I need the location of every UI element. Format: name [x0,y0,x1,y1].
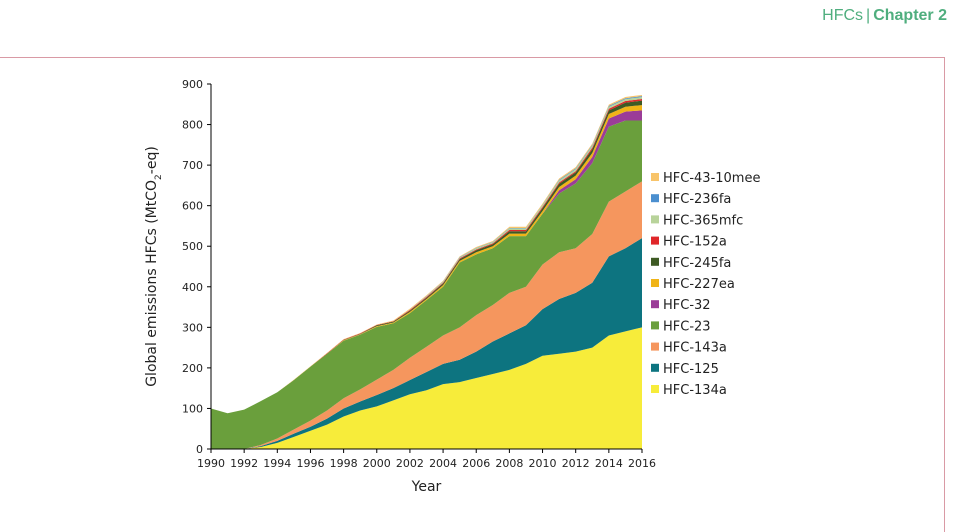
legend-swatch-hfc-32 [651,300,659,309]
chapter-title: Chapter 2 [873,7,947,24]
legend-swatch-hfc-134a [651,385,659,393]
x-tick-label: 2004 [429,457,457,470]
legend-swatch-hfc-236fa [651,194,659,203]
legend-swatch-hfc-152a [651,236,659,245]
x-tick-label: 2008 [495,457,523,470]
chart-legend: HFC-43-10mee HFC-236fa HFC-365mfc HFC-152a H… [651,171,760,398]
legend-swatch-hfc-227ea [651,279,659,287]
x-tick-label: 2012 [562,457,590,470]
area-hfc-23 [211,120,642,449]
legend-label-hfc-143a: HFC-143a [663,341,727,356]
x-tick-label: 1996 [296,457,324,470]
area-hfc-125 [211,238,642,449]
chart-areas [211,94,642,449]
y-tick-label: 500 [182,240,203,253]
x-tick-label: 2002 [396,457,424,470]
section-title: HFCs [822,7,864,24]
legend-label-hfc-152a: HFC-152a [663,235,727,250]
legend-swatch-hfc-143a [651,342,659,351]
legend-label-hfc-23: HFC-23 [663,319,711,334]
figure-frame [0,57,945,532]
legend-label-hfc-134a: HFC-134a [663,383,727,398]
y-axis-title: Global emissions HFCs (MtCO2-eq) [144,146,164,387]
x-tick-label: 1990 [197,457,225,470]
legend-label-hfc-365mfc: HFC-365mfc [663,213,743,228]
y-tick-label: 100 [182,402,203,415]
x-tick-label: 1992 [230,457,258,470]
chart-axes: 0 100 200 300 400 500 600 700 800 900 1990 1992 1994… [182,78,656,470]
legend-label-hfc-245fa: HFC-245fa [663,256,731,271]
x-tick-label: 2000 [363,457,391,470]
x-tick-label: 1998 [330,457,358,470]
x-tick-label: 2014 [595,457,623,470]
x-axis-title: Year [411,479,442,495]
y-tick-label: 0 [196,443,203,456]
x-tick-label: 2006 [462,457,490,470]
legend-label-hfc-125: HFC-125 [663,362,719,377]
y-tick-label: 600 [182,200,203,213]
legend-swatch-hfc-43-10mee [651,173,659,181]
y-tick-label: 400 [182,281,203,294]
legend-label-hfc-227ea: HFC-227ea [663,277,735,292]
legend-swatch-hfc-125 [651,363,659,372]
y-tick-label: 300 [182,321,203,334]
legend-swatch-hfc-245fa [651,257,659,266]
area-hfc-134a [211,327,642,449]
y-tick-label: 200 [182,362,203,375]
y-tick-label: 700 [182,159,203,172]
legend-label-hfc-236fa: HFC-236fa [663,192,731,207]
legend-swatch-hfc-23 [651,321,659,330]
legend-swatch-hfc-365mfc [651,215,659,224]
page-header: HFCs | Chapter 2 [822,7,947,25]
y-tick-label: 900 [182,78,203,91]
legend-label-hfc-43-10mee: HFC-43-10mee [663,171,760,186]
legend-label-hfc-32: HFC-32 [663,298,711,313]
x-tick-label: 2016 [628,457,656,470]
x-tick-label: 1994 [263,457,291,470]
y-tick-label: 800 [182,119,203,132]
x-tick-label: 2010 [529,457,557,470]
header-separator: | [866,7,871,24]
